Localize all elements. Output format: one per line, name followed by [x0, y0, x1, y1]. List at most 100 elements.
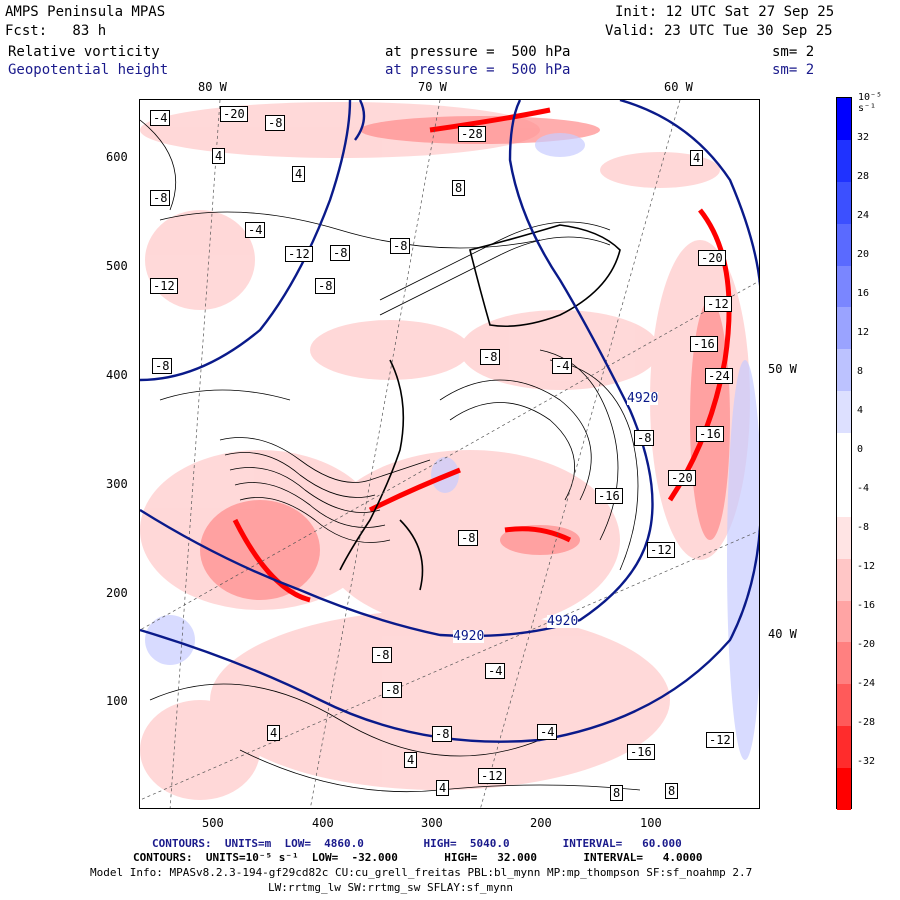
vorticity-label: -16 — [595, 488, 623, 504]
vorticity-label: -12 — [478, 768, 506, 784]
lon-label-60w: 60 W — [664, 80, 693, 94]
vorticity-label: -24 — [705, 368, 733, 384]
negative-vorticity-shading — [140, 102, 750, 800]
vorticity-label: -16 — [696, 426, 724, 442]
colorbar-cell — [837, 642, 851, 685]
y-tick-200: 200 — [106, 586, 128, 600]
colorbar-tick-label: 32 — [857, 132, 870, 143]
vorticity-label: -8 — [458, 530, 479, 546]
vorticity-label: -8 — [152, 358, 173, 374]
field1-name: Relative vorticity — [8, 44, 160, 60]
colorbar-cell — [837, 684, 851, 727]
vorticity-label: -12 — [704, 296, 732, 312]
height-contour-label: 4920 — [453, 629, 485, 644]
vorticity-label: -4 — [552, 358, 573, 374]
colorbar-cell — [837, 98, 851, 141]
vorticity-label: -8 — [265, 115, 286, 131]
forecast-hour: Fcst: 83 h — [5, 23, 107, 39]
vorticity-label: 4 — [404, 752, 418, 768]
colorbar-cell — [837, 223, 851, 267]
vorticity-label: 4 — [292, 166, 306, 182]
vorticity-label: -20 — [220, 106, 248, 122]
height-contour-label: 4920 — [547, 614, 579, 629]
colorbar-cell — [837, 181, 851, 225]
init-time: Init: 12 UTC Sat 27 Sep 25 — [615, 4, 835, 20]
colorbar-tick-label: -4 — [857, 483, 870, 494]
vorticity-label: -16 — [627, 744, 655, 760]
vorticity-label: 4 — [267, 725, 281, 741]
colorbar-cell — [837, 349, 851, 392]
lon-label-70w: 70 W — [418, 80, 447, 94]
colorbar-tick-label: 24 — [857, 210, 870, 221]
model-title: AMPS Peninsula MPAS — [5, 4, 166, 20]
y-tick-100: 100 — [106, 694, 128, 708]
model-info-physics: LW:rrtmg_lw SW:rrtmg_sw SFLAY:sf_mynn — [268, 881, 514, 894]
field1-level: at pressure = 500 hPa — [385, 44, 571, 60]
field1-smoothing: sm= 2 — [772, 44, 815, 60]
x-tick-200: 200 — [530, 816, 552, 830]
lat-label-40w: 40 W — [768, 627, 797, 641]
colorbar-tick-label: 8 — [857, 366, 864, 377]
colorbar-tick-label: -32 — [857, 756, 876, 767]
vorticity-label: 8 — [665, 783, 679, 799]
y-tick-400: 400 — [106, 368, 128, 382]
coastline — [339, 224, 621, 591]
lat-label-50w: 50 W — [768, 362, 797, 376]
colorbar-tick-label: -8 — [857, 522, 870, 533]
vorticity-label: -12 — [150, 278, 178, 294]
vorticity-label: -20 — [668, 470, 696, 486]
colorbar-tick-label: -20 — [857, 639, 876, 650]
colorbar-cell — [837, 768, 851, 811]
vorticity-label: -8 — [432, 726, 453, 742]
vorticity-label: 4 — [690, 150, 704, 166]
colorbar-tick-label: 16 — [857, 288, 870, 299]
vorticity-label: -4 — [537, 724, 558, 740]
colorbar-tick-label: -16 — [857, 600, 876, 611]
colorbar-tick-label: -28 — [857, 717, 876, 728]
vorticity-label: -12 — [706, 732, 734, 748]
vorticity-label: -8 — [634, 430, 655, 446]
x-tick-100: 100 — [640, 816, 662, 830]
vorticity-label: -8 — [372, 647, 393, 663]
colorbar-cell — [837, 558, 851, 602]
colorbar-cell — [837, 139, 851, 183]
field2-smoothing: sm= 2 — [772, 62, 815, 78]
map-plot-area: 4920 4920 4920 -4 -20 -8 -28 4 4 4 -8 8 … — [139, 99, 760, 809]
vorticity-label: -20 — [698, 250, 726, 266]
y-tick-300: 300 — [106, 477, 128, 491]
valid-time: Valid: 23 UTC Tue 30 Sep 25 — [605, 23, 833, 39]
vorticity-label: -8 — [330, 245, 351, 261]
vorticity-label: -28 — [458, 126, 486, 142]
vorticity-label: 4 — [436, 780, 450, 796]
colorbar-tick-label: 20 — [857, 249, 870, 260]
colorbar-tick-label: 0 — [857, 444, 864, 455]
height-contour-info: CONTOURS: UNITS=m LOW= 4860.0 HIGH= 5040… — [152, 837, 682, 850]
colorbar-cell — [837, 265, 851, 308]
colorbar-tick-label: -24 — [857, 678, 876, 689]
vorticity-label: 8 — [452, 180, 466, 196]
colorbar-cell — [837, 433, 851, 476]
y-tick-500: 500 — [106, 259, 128, 273]
colorbar-cell — [837, 516, 851, 560]
vorticity-label: -4 — [245, 222, 266, 238]
field2-name: Geopotential height — [8, 62, 169, 78]
vorticity-label: -4 — [485, 663, 506, 679]
vorticity-label: -8 — [382, 682, 403, 698]
vorticity-label: 4 — [212, 148, 226, 164]
vorticity-label: -12 — [647, 542, 675, 558]
colorbar-cell — [837, 307, 851, 350]
y-tick-600: 600 — [106, 150, 128, 164]
colorbar-cell — [837, 474, 851, 518]
vorticity-label: 8 — [610, 785, 624, 801]
field2-level: at pressure = 500 hPa — [385, 62, 571, 78]
vorticity-label: -8 — [390, 238, 411, 254]
vorticity-label: -8 — [480, 349, 501, 365]
vorticity-label: -8 — [150, 190, 171, 206]
vorticity-label: -12 — [285, 246, 313, 262]
colorbar-tick-label: 12 — [857, 327, 870, 338]
colorbar-tick-label: 4 — [857, 405, 864, 416]
vorticity-max-lines — [232, 107, 732, 603]
colorbar-cell — [837, 391, 851, 434]
vorticity-contour-info: CONTOURS: UNITS=10⁻⁵ s⁻¹ LOW= -32.000 HI… — [133, 851, 703, 864]
model-info: Model Info: MPASv8.2.3-194-gf29cd82c CU:… — [90, 866, 753, 879]
